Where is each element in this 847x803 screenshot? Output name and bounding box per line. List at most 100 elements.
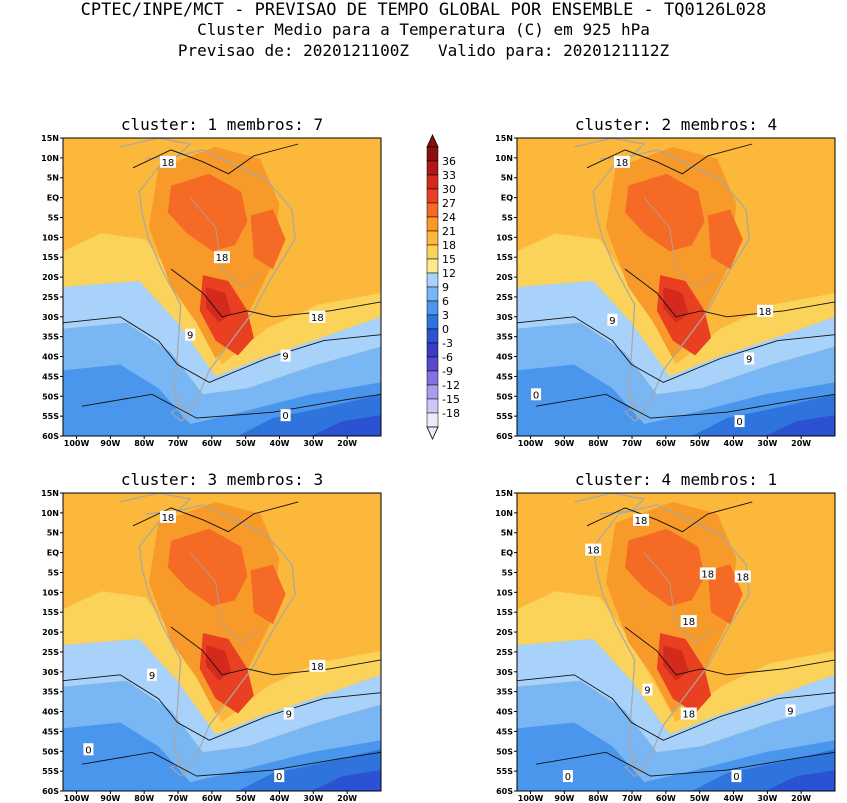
field-24-27 [625, 528, 705, 607]
colorbar-bin [426, 174, 439, 190]
country-borders [643, 197, 715, 288]
lat-tick-label: EQ [501, 549, 513, 558]
lon-tick-label: 20W [791, 439, 811, 448]
lon-tick-label: 40W [270, 439, 290, 448]
lat-tick-label: 10S [496, 588, 513, 597]
lon-tick-label: 60W [202, 439, 222, 448]
lat-tick-label: 10S [496, 233, 513, 242]
lon-tick-label: 90W [554, 439, 574, 448]
field-30-33 [663, 645, 689, 681]
temperature-field: 18 18 9 9 0 0 [517, 138, 835, 436]
lon-tick-label: 50W [236, 439, 256, 448]
lat-tick-label: 10S [42, 233, 59, 242]
lon-tick-label: 40W [724, 794, 744, 803]
lon-tick-label: 20W [337, 794, 357, 803]
lat-tick-label: 10N [495, 154, 513, 163]
coastline-south-america [592, 504, 750, 775]
isoline-isoS [170, 268, 381, 318]
contour-label-box [185, 328, 196, 341]
contour-label: 0 [533, 390, 539, 401]
lat-tick-label: 15S [42, 608, 59, 617]
lat-tick-label: 5S [502, 213, 514, 222]
lat-tick-label: 55S [496, 767, 513, 776]
colorbar-label: 9 [442, 281, 449, 294]
contour-label-box [283, 707, 294, 720]
lat-tick-label: 40S [496, 353, 513, 362]
lat-tick-label: 50S [42, 747, 59, 756]
lon-tick-label: 90W [554, 794, 574, 803]
lat-tick-label: 60S [42, 432, 59, 441]
colorbar-label: 6 [442, 295, 449, 308]
contour-label: 0 [282, 411, 288, 422]
coastline-caribbean [574, 493, 646, 515]
contour-label-box [680, 615, 697, 628]
lon-tick-label: 80W [134, 439, 154, 448]
lat-tick-label: 25S [496, 293, 513, 302]
colorbar-bin [426, 356, 439, 372]
lat-tick-label: 10S [42, 588, 59, 597]
coastline-south-america [138, 504, 296, 775]
lat-tick-label: 60S [496, 432, 513, 441]
colorbar-bin [426, 188, 439, 204]
lon-tick-label: 40W [724, 439, 744, 448]
lat-tick-label: 20S [42, 273, 59, 282]
contour-label-box [562, 770, 573, 783]
lat-tick-label: 5N [47, 174, 59, 183]
colorbar-arrow-bottom [426, 426, 439, 440]
contour-label: 18 [311, 313, 324, 324]
field-30-33 [206, 287, 232, 323]
contour-label-box [274, 770, 285, 783]
lat-tick-label: 15N [495, 489, 513, 498]
contour-label: 0 [85, 745, 91, 756]
map-panel-1: 18 18 18 9 9 0 cluster: 1 membros: 7 15N 10N 5N EQ… [41, 115, 382, 448]
colorbar-bin [426, 230, 439, 246]
field-below-0 [765, 415, 835, 436]
map-frame [62, 492, 382, 792]
lat-tick-label: 35S [496, 333, 513, 342]
lon-tick-label: 80W [588, 794, 608, 803]
colorbar-bin [426, 160, 439, 176]
colorbar-label: 3 [442, 309, 449, 322]
map-panel-3: 18 18 9 9 0 0 cluster: 3 membros: 3 15N 10N 5N EQ 5… [41, 470, 382, 803]
colorbar-bin [426, 146, 439, 162]
map-frame [516, 492, 836, 792]
isoline-isoS [170, 626, 381, 676]
lat-tick-label: 15S [496, 608, 513, 617]
temperature-field: 18 18 18 18 18 18 9 9 0 0 [517, 493, 835, 791]
contour-label: 9 [286, 710, 292, 721]
lon-tick-label: 70W [622, 794, 642, 803]
colorbar-label: 36 [442, 155, 456, 168]
map-frame [62, 137, 382, 437]
field-15-18 [517, 233, 835, 377]
colorbar-arrow-top [426, 134, 439, 148]
contour-label-box [531, 388, 542, 401]
lat-tick-label: 30S [496, 313, 513, 322]
colorbar-bin [426, 286, 439, 302]
contour-label-box [680, 707, 697, 720]
colorbar-label: -3 [442, 337, 453, 350]
lat-tick-label: 15N [41, 134, 59, 143]
field-30-33 [663, 287, 689, 323]
lat-tick-label: EQ [47, 194, 59, 203]
field-24-27 [167, 173, 248, 252]
colorbar-bin [426, 216, 439, 232]
lon-tick-label: 50W [690, 794, 710, 803]
lon-tick-label: 30W [303, 439, 323, 448]
field-15-18 [63, 233, 381, 377]
lon-tick-label: 20W [791, 794, 811, 803]
country-borders [189, 197, 261, 288]
lat-tick-label: 15N [41, 489, 59, 498]
colorbar-label: 27 [442, 197, 456, 210]
contour-label: 18 [635, 516, 648, 527]
map-frame [516, 137, 836, 437]
lat-tick-label: 25S [42, 293, 59, 302]
lat-tick-label: 20S [496, 628, 513, 637]
lat-tick-label: 35S [42, 688, 59, 697]
field-9-12 [517, 281, 835, 395]
lat-tick-label: 20S [496, 273, 513, 282]
colorbar-label: 15 [442, 253, 456, 266]
lat-tick-label: 25S [496, 648, 513, 657]
contour-label-box [757, 304, 774, 317]
lat-tick-label: 5S [502, 568, 514, 577]
lat-tick-label: 40S [42, 353, 59, 362]
